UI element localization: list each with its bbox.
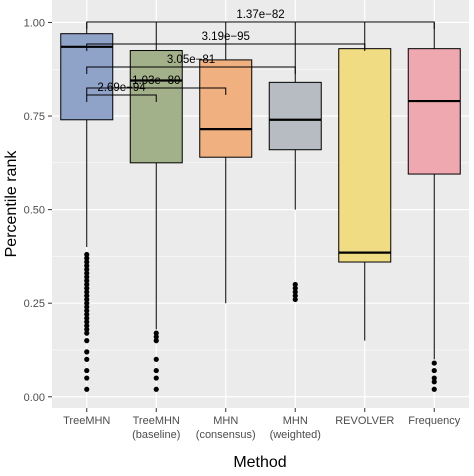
p-value-label: 3.19e−95: [202, 31, 250, 43]
outlier-point: [84, 349, 90, 355]
outlier-point: [84, 266, 90, 273]
box-iqr: [407, 48, 461, 175]
y-tick-label: 0.50: [24, 205, 45, 217]
x-tick-label: Frequency: [408, 415, 460, 427]
outlier-point: [84, 323, 90, 329]
bracket-line: [86, 87, 227, 95]
x-tick-label: TreeMHN: [133, 415, 180, 427]
outlier-point: [84, 367, 90, 374]
x-tick-label: MHN: [283, 415, 308, 427]
outlier-point: [84, 270, 90, 276]
y-tick-label: 0.25: [24, 298, 45, 310]
outlier-point: [153, 375, 159, 381]
outlier-point: [84, 259, 90, 265]
outlier-point: [84, 326, 90, 332]
outlier-point: [84, 319, 90, 325]
outlier-point: [153, 367, 159, 374]
outlier-point: [292, 293, 298, 299]
p-value-label: 1.03e−80: [132, 75, 180, 87]
comparison-bracket: 1.37e−82: [86, 9, 435, 29]
box-group: [407, 22, 461, 392]
boxes-layer: [60, 22, 461, 392]
outlier-point: [84, 251, 90, 258]
x-tick-label-line2: (weighted): [270, 429, 321, 441]
outlier-point: [153, 386, 159, 392]
bracket-line: [86, 43, 366, 51]
outlier-point: [84, 263, 90, 269]
outlier-point: [431, 375, 437, 381]
y-tick-label: 0.00: [24, 392, 45, 404]
outlier-point: [84, 274, 90, 280]
box-group: [338, 22, 392, 341]
outlier-point: [292, 285, 298, 291]
x-tick-label: TreeMHN: [63, 415, 110, 427]
outlier-point: [431, 367, 437, 374]
bracket-line: [86, 66, 296, 74]
outlier-point: [84, 278, 90, 284]
outlier-point: [292, 281, 298, 288]
outlier-point: [431, 360, 437, 366]
outlier-point: [84, 296, 90, 303]
box-group: [129, 22, 183, 392]
outlier-point: [153, 338, 159, 344]
x-axis-title: Method: [233, 454, 286, 471]
x-tick-label-line2: (baseline): [132, 429, 180, 441]
x-tick-label: MHN: [213, 415, 238, 427]
box-iqr: [268, 81, 322, 151]
box-group: [199, 22, 253, 304]
x-tick-label: REVOLVER: [335, 415, 394, 427]
outlier-point: [292, 289, 298, 295]
bracket-line: [86, 21, 435, 29]
y-tick-label: 1.00: [24, 17, 45, 29]
outlier-point: [84, 300, 90, 306]
x-axis: TreeMHN TreeMHN (baseline) MHN (consensus) MH…: [63, 408, 461, 441]
box-group: [268, 22, 322, 303]
p-value-label: 1.37e−82: [236, 9, 284, 21]
outlier-point: [84, 386, 90, 392]
outlier-point: [84, 293, 90, 299]
outlier-point: [153, 334, 159, 340]
outlier-point: [84, 308, 90, 314]
y-axis-title: Percentile rank: [3, 150, 20, 258]
plot-panel: [52, 0, 469, 408]
outlier-point: [84, 356, 90, 362]
outlier-point: [153, 330, 159, 336]
box-iqr: [129, 50, 183, 164]
outlier-point: [84, 311, 90, 318]
outlier-point: [84, 375, 90, 381]
comparison-bracket: 1.03e−80: [86, 75, 227, 95]
outlier-point: [84, 304, 90, 310]
outlier-point: [84, 289, 90, 295]
p-value-label: 3.05e−81: [167, 54, 215, 66]
outlier-point: [431, 386, 437, 392]
comparisons-layer: 2.69e−941.03e−803.05e−813.19e−951.37e−82: [86, 9, 435, 102]
comparison-bracket: 3.19e−95: [86, 31, 366, 51]
outlier-point: [431, 379, 437, 385]
outlier-point: [84, 281, 90, 288]
x-tick-label-line2: (consensus): [196, 429, 256, 441]
box-iqr: [199, 59, 253, 158]
outlier-point: [292, 296, 298, 303]
y-axis: 0.00 0.25 0.50 0.75 1.00: [24, 17, 52, 404]
bracket-line: [86, 94, 157, 102]
outlier-point: [84, 255, 90, 261]
outlier-point: [153, 356, 159, 362]
outlier-point: [84, 330, 90, 336]
outlier-point: [84, 338, 90, 344]
comparison-bracket: 3.05e−81: [86, 54, 296, 74]
y-tick-label: 0.75: [24, 111, 45, 123]
outlier-point: [84, 315, 90, 321]
outlier-point: [84, 285, 90, 291]
box-iqr: [338, 48, 392, 263]
